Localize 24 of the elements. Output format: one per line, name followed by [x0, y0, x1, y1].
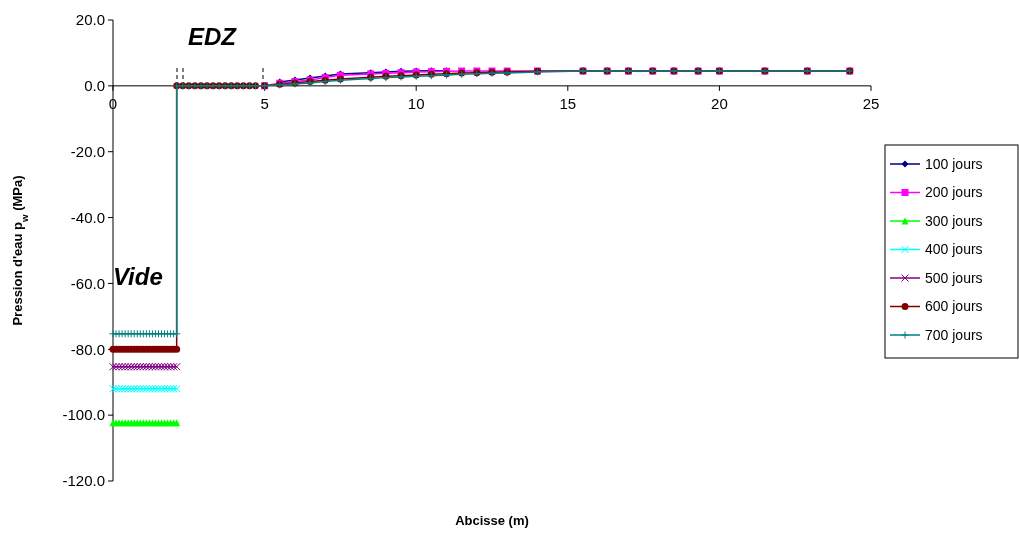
x-tick-label: 15: [559, 94, 577, 112]
y-tick-label: 0.0: [84, 77, 105, 95]
legend-label: 700 jours: [925, 326, 983, 343]
legend-label: 600 jours: [925, 298, 983, 315]
legend-label: 100 jours: [925, 155, 983, 172]
legend-label: 400 jours: [925, 241, 983, 258]
x-tick-label: 0: [108, 94, 118, 112]
y-tick-label: -100.0: [62, 406, 105, 424]
x-tick-label: 25: [862, 94, 880, 112]
y-tick-label: -120.0: [62, 472, 105, 490]
x-tick-label: 5: [260, 94, 269, 112]
x-axis-title: Abcisse (m): [455, 513, 529, 528]
y-tick-label: -80.0: [70, 340, 105, 358]
y-tick-label: 20.0: [75, 11, 105, 29]
y-tick-label: -60.0: [70, 274, 105, 292]
legend-label: 500 jours: [925, 269, 983, 286]
x-tick-label: 10: [407, 94, 425, 112]
annotation: EDZ: [188, 23, 238, 50]
annotation: Vide: [113, 263, 163, 290]
y-tick-label: -40.0: [70, 208, 105, 226]
legend-label: 300 jours: [925, 212, 983, 229]
x-tick-label: 20: [711, 94, 728, 112]
y-tick-label: -20.0: [70, 142, 105, 160]
legend-label: 200 jours: [925, 184, 983, 201]
